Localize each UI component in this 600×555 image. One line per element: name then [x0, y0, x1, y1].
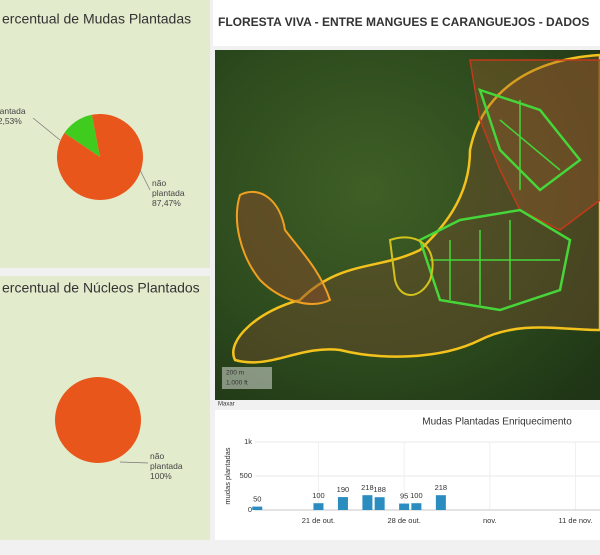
bar	[313, 503, 324, 510]
leader-line	[139, 169, 151, 191]
chart-title: Mudas Plantadas Enriquecimento	[422, 417, 572, 428]
bar	[252, 506, 263, 510]
map-attribution: Maxar	[218, 402, 235, 408]
leader-line	[119, 461, 149, 464]
panel-bar-chart	[215, 410, 600, 540]
pie-slice	[64, 114, 100, 157]
bar	[411, 503, 422, 510]
y-tick-label: 1k	[244, 437, 252, 446]
scale-imperial: 1.000 ft	[226, 380, 248, 387]
pie-slice	[57, 114, 144, 200]
bar-value-label: 190	[337, 485, 350, 494]
bar	[337, 497, 348, 510]
pie-label: plantada12,53%	[0, 106, 39, 126]
bar-value-label: 218	[361, 483, 374, 492]
scale-bar	[222, 367, 272, 389]
y-axis-title: mudas plantadas	[223, 447, 232, 504]
pie-slice	[55, 377, 141, 463]
map-planted	[430, 100, 561, 305]
pie-value-label: 100%	[150, 471, 172, 481]
map-zone	[469, 59, 600, 231]
bar-value-label: 95	[400, 492, 408, 501]
bar	[374, 497, 385, 510]
x-tick-label: 21 de out.	[302, 516, 335, 525]
pie-category: não plantada	[150, 451, 183, 471]
pie-title: ercentual de Núcleos Plantados	[2, 280, 200, 296]
scale-metric: 200 m	[226, 370, 244, 377]
bar-value-label: 218	[435, 483, 448, 492]
pie-category: plantada	[0, 106, 26, 116]
x-tick-label: nov.	[483, 516, 497, 525]
map: 200 m 1.000 ft	[215, 50, 600, 400]
bar	[435, 495, 446, 510]
bar-value-label: 100	[312, 491, 325, 500]
y-tick-label: 0	[248, 505, 252, 514]
attribution-band	[215, 400, 600, 409]
bar	[362, 495, 373, 510]
map-zone	[236, 190, 332, 305]
pie-value-label: 87,47%	[152, 198, 181, 208]
pie-label: não plantada 87,47%	[152, 178, 198, 208]
pie-title: ercentual de Mudas Plantadas	[2, 11, 191, 27]
leader-line	[32, 117, 61, 141]
pie-label: não plantada 100%	[150, 451, 196, 481]
header-title: FLORESTA VIVA - ENTRE MANGUES E CARANGUE…	[218, 15, 589, 29]
x-tick-label: 28 de out.	[387, 516, 420, 525]
y-tick-label: 500	[239, 471, 252, 480]
bar	[399, 503, 410, 510]
x-tick-label: 11 de nov.	[559, 516, 593, 525]
bar-value-label: 100	[410, 491, 423, 500]
map-planted	[418, 88, 582, 312]
header-band	[213, 0, 600, 46]
map-zone	[388, 236, 434, 296]
pie-category: não plantada	[152, 178, 185, 198]
bar-value-label: 188	[373, 485, 386, 494]
bar-value-label: 50	[253, 495, 261, 504]
pie-value-label: 12,53%	[0, 116, 22, 126]
